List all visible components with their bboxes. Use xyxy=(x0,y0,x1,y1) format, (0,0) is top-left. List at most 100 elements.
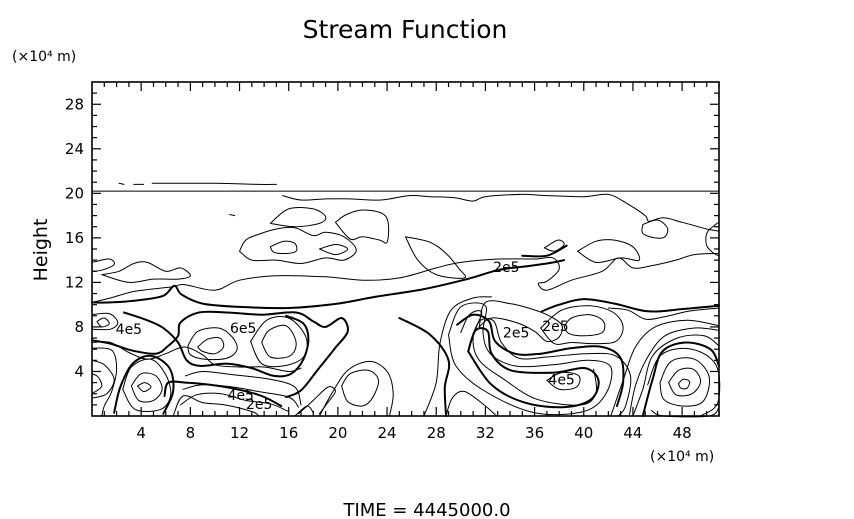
contour-line xyxy=(448,302,613,416)
contour-line xyxy=(460,310,598,406)
contour-line xyxy=(250,315,308,368)
time-footer: TIME = 4445000.0 xyxy=(342,500,510,519)
contour-line xyxy=(650,406,720,418)
contour-line xyxy=(239,226,357,265)
contour-line xyxy=(197,336,225,355)
contour-line xyxy=(130,372,163,403)
x-tick-label: 20 xyxy=(328,424,347,442)
x-tick-label: 4 xyxy=(136,424,146,442)
contour-lines xyxy=(91,182,721,418)
contour-line xyxy=(341,369,380,407)
contour-line xyxy=(163,380,283,407)
contour-line xyxy=(101,261,191,283)
contour-line xyxy=(318,360,394,417)
contour-line xyxy=(282,193,720,232)
x-tick-label: 36 xyxy=(525,424,544,442)
contour-line xyxy=(91,341,302,373)
contour-line xyxy=(113,354,175,415)
contour-line xyxy=(521,244,568,258)
x-tick-label: 32 xyxy=(476,424,495,442)
contour-line xyxy=(91,312,119,331)
contour-line xyxy=(261,324,297,359)
contour-line xyxy=(91,359,115,399)
contour-label: 4e5 xyxy=(116,322,142,338)
plot-frame xyxy=(91,81,720,417)
contour-line xyxy=(423,296,493,417)
contour-line xyxy=(118,182,125,185)
contour-line xyxy=(478,300,563,343)
contour-line xyxy=(91,259,566,310)
contour-line xyxy=(541,298,720,313)
y-tick-label: 24 xyxy=(65,140,84,158)
y-tick-label: 12 xyxy=(65,273,84,291)
contour-line xyxy=(180,392,290,412)
contour-label: 2e5 xyxy=(246,397,272,413)
contour-line xyxy=(182,384,299,408)
contour-line xyxy=(607,307,720,320)
contour-line xyxy=(456,313,625,407)
contour-line xyxy=(318,244,349,256)
x-tick-label: 16 xyxy=(279,424,298,442)
contour-line xyxy=(445,390,497,417)
contour-line xyxy=(151,182,277,185)
contour-line xyxy=(472,318,632,417)
contour-line xyxy=(543,239,565,252)
y-unit-label: (×10⁴ m) xyxy=(12,49,76,65)
contour-line xyxy=(641,219,669,239)
x-tick-label: 8 xyxy=(186,424,196,442)
y-tick-label: 8 xyxy=(74,318,84,336)
contour-line xyxy=(137,382,152,392)
contour-line xyxy=(91,253,720,303)
contour-line xyxy=(298,386,336,415)
contour-line xyxy=(467,327,600,409)
contour-line xyxy=(405,236,467,279)
contour-line xyxy=(641,341,720,417)
contour-line xyxy=(632,334,720,417)
contour-line xyxy=(677,378,691,390)
contour-line xyxy=(269,240,298,255)
x-tick-label: 28 xyxy=(427,424,446,442)
contour-line xyxy=(187,327,238,361)
contour-line xyxy=(577,239,641,264)
x-tick-label: 44 xyxy=(623,424,642,442)
x-unit-label: (×10⁴ m) xyxy=(650,449,714,465)
contour-label: 4e5 xyxy=(548,372,574,388)
contour-line xyxy=(91,347,118,417)
x-tick-label: 24 xyxy=(378,424,397,442)
contour-line xyxy=(659,357,711,407)
contour-line xyxy=(229,214,236,217)
contour-line xyxy=(123,311,310,378)
contour-line xyxy=(91,258,115,272)
contour-line xyxy=(269,207,327,228)
contour-label: 2e5 xyxy=(493,260,519,276)
y-axis-label: Height xyxy=(30,219,52,282)
contour-line xyxy=(96,317,110,328)
contour-label: 4e5 xyxy=(228,388,254,404)
y-tick-label: 20 xyxy=(65,184,84,202)
contour-line xyxy=(540,305,624,345)
contour-label: 6e5 xyxy=(230,321,256,337)
contour-label: 2e5 xyxy=(542,319,568,335)
contour-label: 2e5 xyxy=(503,326,529,342)
contour-line xyxy=(91,310,349,399)
contour-line xyxy=(122,358,172,412)
contour-line xyxy=(398,317,451,417)
x-tick-label: 48 xyxy=(673,424,692,442)
contour-line xyxy=(705,221,720,257)
contour-line xyxy=(172,395,260,417)
contour-line xyxy=(294,405,314,417)
y-tick-label: 16 xyxy=(65,229,84,247)
contour-line xyxy=(334,209,390,244)
y-tick-label: 28 xyxy=(65,95,84,113)
contour-line xyxy=(91,373,103,394)
x-tick-label: 12 xyxy=(230,424,249,442)
contour-line xyxy=(628,327,720,417)
contour-line xyxy=(668,367,702,397)
x-tick-label: 40 xyxy=(574,424,593,442)
chart-title: Stream Function xyxy=(303,15,508,44)
contour-line xyxy=(184,370,302,406)
contour-line xyxy=(563,314,606,337)
y-tick-label: 4 xyxy=(74,362,84,380)
